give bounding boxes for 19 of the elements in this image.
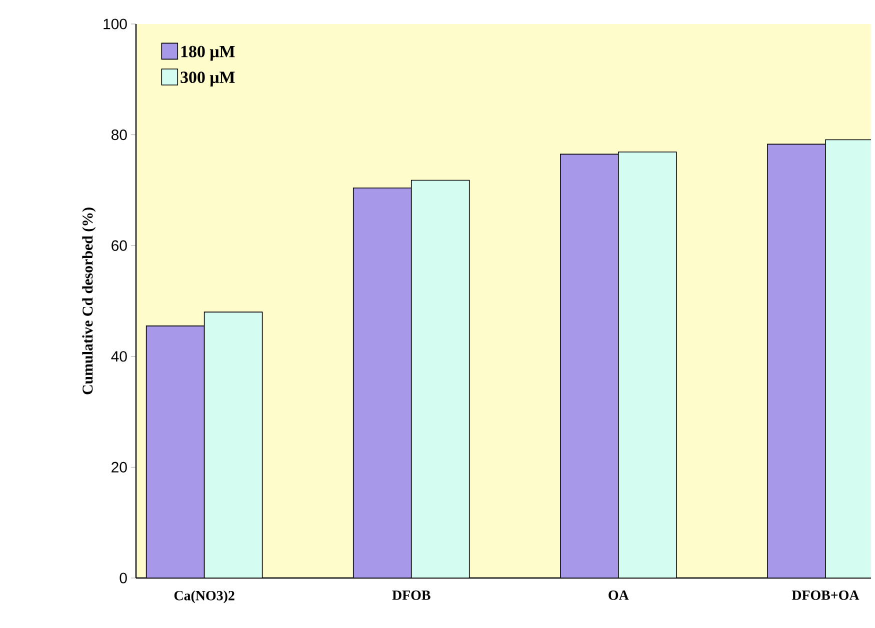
bar (352, 188, 412, 578)
y-tick-label: 80 (112, 130, 127, 140)
bar (560, 154, 619, 578)
y-tick-label: 0 (120, 572, 127, 584)
x-tick-label: DFOB (392, 590, 430, 600)
legend-label: 300 μM (180, 72, 235, 86)
x-tick-label: OA (608, 590, 629, 600)
legend-label: 180 μM (181, 46, 235, 61)
y-tick-label: 40 (111, 351, 127, 362)
x-tick-label: DFOB+OA (792, 590, 860, 600)
bar (204, 312, 263, 578)
y-tick-label: 100 (104, 18, 127, 30)
y-tick-label: 60 (112, 240, 127, 251)
bar (410, 180, 470, 578)
bar (146, 326, 205, 578)
bar (618, 152, 677, 578)
y-tick-label: 20 (112, 462, 127, 472)
y-axis-title: Cumulative Cd desorbed (%) (82, 208, 96, 394)
x-tick-label: Ca(NO3)2 (174, 590, 234, 604)
